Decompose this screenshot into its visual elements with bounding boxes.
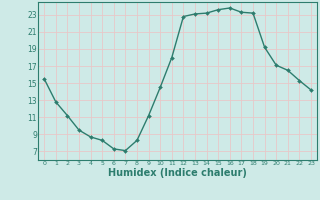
X-axis label: Humidex (Indice chaleur): Humidex (Indice chaleur) (108, 168, 247, 178)
